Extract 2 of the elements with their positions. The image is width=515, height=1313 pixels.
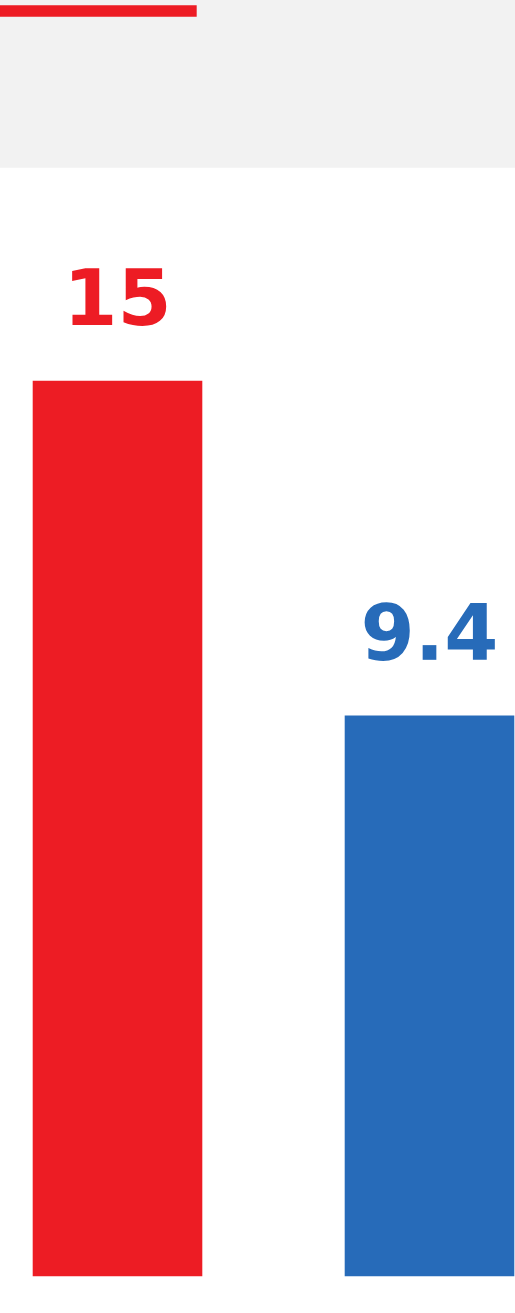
data-label: 15 xyxy=(72,268,167,327)
data-label: 9.4 xyxy=(364,602,495,661)
